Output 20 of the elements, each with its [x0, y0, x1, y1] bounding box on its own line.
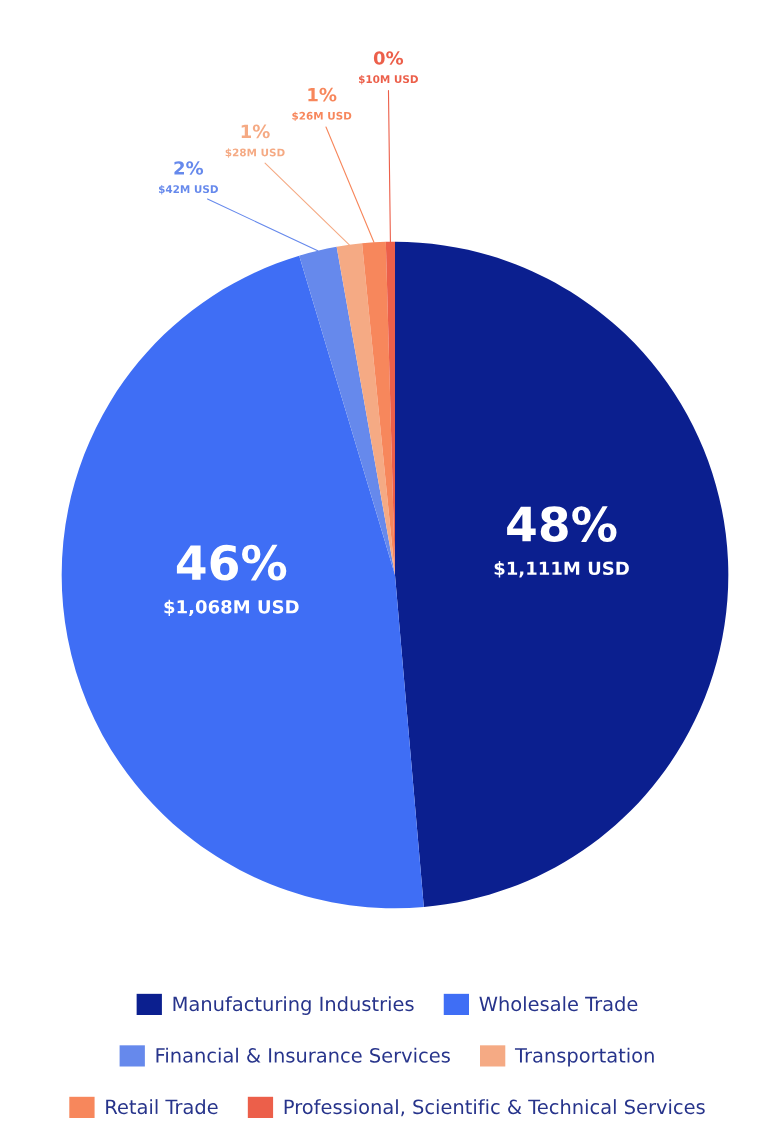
text: 1%	[241, 124, 270, 139]
data-label: $42M USD	[158, 185, 218, 195]
text: 48%	[507, 506, 617, 542]
data-label: $1,111M USD	[494, 561, 629, 578]
data-label: $1,068M USD	[164, 599, 299, 617]
data-label: $28M USD	[225, 148, 285, 158]
legend-label: Financial & Insurance Services	[156, 1047, 450, 1063]
legend-label: Wholesale Trade	[479, 996, 638, 1012]
text: 1%	[308, 87, 337, 102]
pie-slice	[395, 241, 729, 908]
pie-slice	[61, 255, 424, 909]
text: 46%	[176, 544, 287, 581]
legend-label: Transportation	[514, 1047, 654, 1067]
legend-label: Professional, Scientific & Technical Services	[284, 1099, 705, 1117]
data-label: $26M USD	[292, 111, 352, 122]
data-label: $10M USD	[358, 75, 418, 85]
text: 0%	[373, 51, 404, 65]
legend-label: Retail Trade	[106, 1099, 218, 1115]
text: 2%	[174, 161, 204, 175]
legend-label: Manufacturing Industries	[173, 996, 414, 1015]
